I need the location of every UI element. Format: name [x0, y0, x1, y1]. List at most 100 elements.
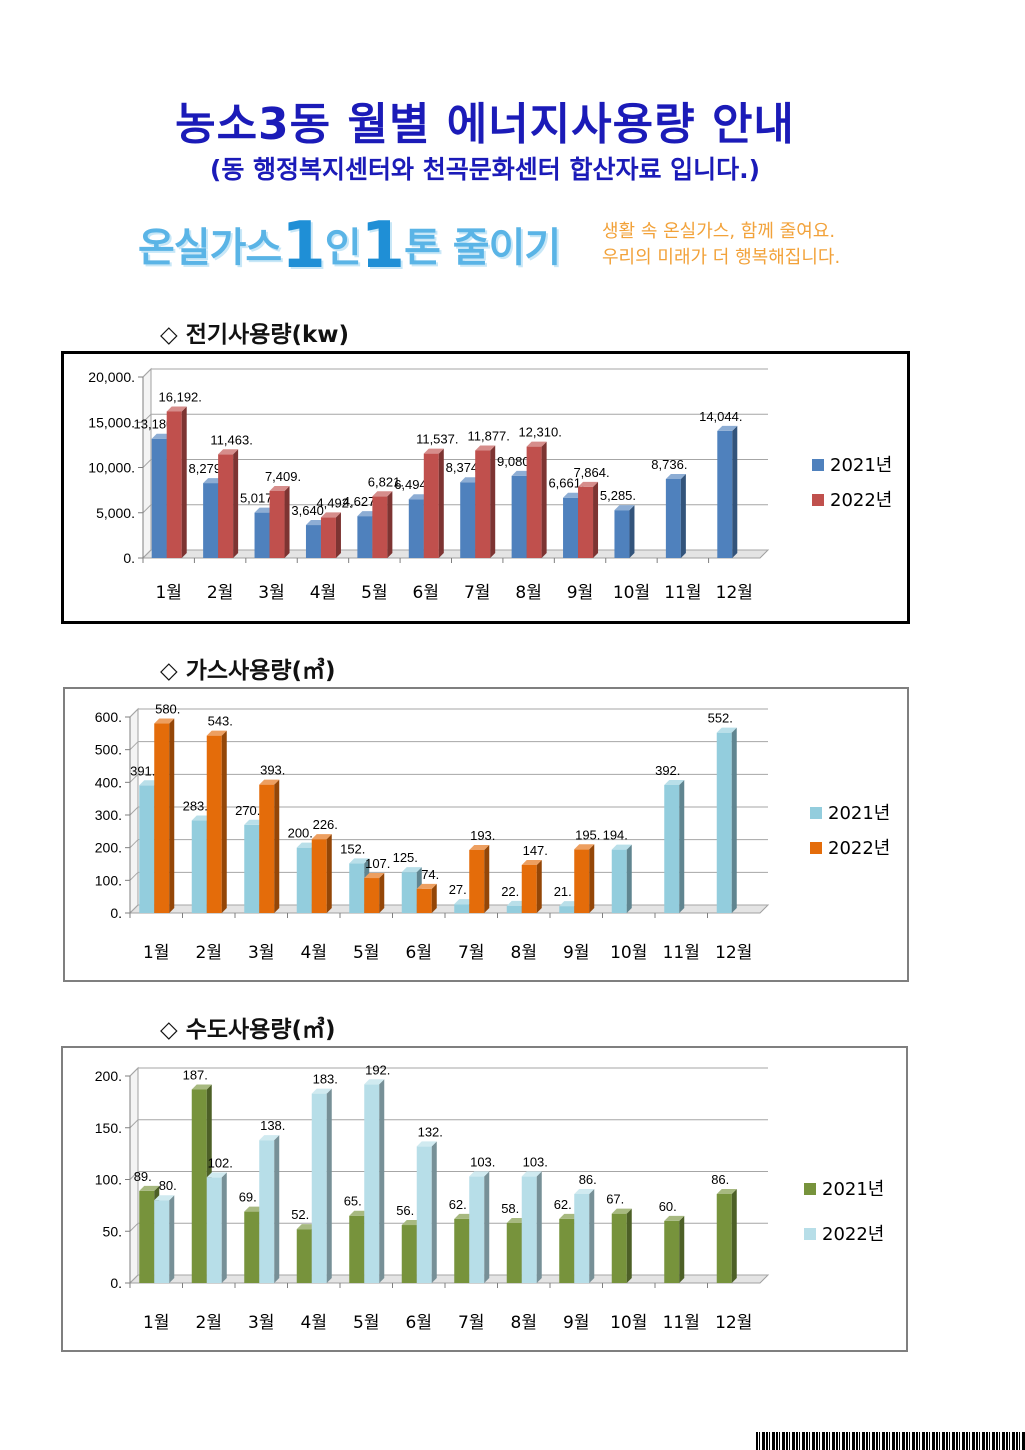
bar-top — [574, 844, 595, 850]
bar-top — [521, 859, 542, 865]
x-tick-label: 6월 — [406, 1313, 432, 1333]
bar-front — [151, 438, 167, 558]
banner-logo: 온실가스1인1톤 줄이기 — [138, 209, 561, 283]
data-label: 62. — [449, 1197, 467, 1212]
bar-front — [511, 475, 527, 558]
data-label: 103. — [470, 1154, 495, 1169]
x-tick-label: 12월 — [716, 583, 753, 603]
x-tick-label: 9월 — [563, 1313, 589, 1333]
bar — [664, 1215, 685, 1283]
x-tick-label: 10월 — [610, 943, 647, 963]
bar-front — [416, 888, 432, 913]
data-label: 8,736. — [651, 457, 687, 472]
bar-side — [626, 844, 632, 913]
bar-side — [490, 445, 496, 558]
data-label: 187. — [183, 1067, 208, 1082]
bar-top — [259, 779, 280, 785]
legend-label: 2021년 — [822, 1179, 884, 1200]
data-label: 194. — [603, 828, 628, 843]
gridline-depth — [142, 504, 152, 514]
legend-label: 2021년 — [830, 455, 892, 476]
bar-front — [206, 1177, 222, 1283]
bar-front — [506, 1222, 522, 1283]
bar-side — [589, 844, 595, 913]
bar-front — [191, 820, 207, 913]
x-tick-label: 1월 — [143, 1313, 169, 1333]
legend-swatch — [810, 807, 822, 819]
bar-front — [364, 1084, 380, 1283]
bar-front — [611, 849, 627, 913]
bar — [259, 779, 280, 913]
bar-front — [526, 446, 542, 558]
bar-side — [536, 1171, 542, 1283]
bar — [469, 1171, 490, 1283]
x-tick-label: 10월 — [610, 1313, 647, 1333]
data-label: 27. — [449, 882, 467, 897]
bar-front — [154, 1200, 170, 1283]
data-label: 391. — [130, 763, 155, 778]
bar-top — [191, 1084, 212, 1090]
data-label: 67. — [606, 1192, 624, 1207]
bar-top — [475, 445, 496, 451]
bar-front — [244, 824, 260, 913]
data-label: 195. — [575, 827, 600, 842]
data-label: 183. — [313, 1072, 338, 1087]
y-tick-label: 500. — [95, 742, 122, 758]
bar-top — [154, 718, 175, 724]
y-tick-label: 0. — [110, 905, 122, 921]
legend-swatch — [812, 494, 824, 506]
legend-label: 2022년 — [828, 838, 890, 859]
bar-front — [716, 732, 732, 913]
bar-front — [614, 510, 630, 558]
bar-front — [311, 839, 327, 913]
bar-front — [416, 1146, 432, 1283]
banner-logo-mid: 인 — [324, 225, 362, 271]
banner-slogan-line1: 생활 속 온실가스, 함께 줄여요. — [602, 221, 836, 242]
bar — [526, 441, 547, 558]
bar-top — [206, 730, 227, 736]
y-tick-label: 200. — [95, 1068, 122, 1084]
bar — [154, 1195, 175, 1283]
y-tick-label: 400. — [95, 774, 122, 790]
bar — [521, 859, 542, 913]
x-tick-label: 11월 — [664, 583, 701, 603]
bar — [574, 1188, 595, 1283]
bar-top — [269, 485, 290, 491]
bar-side — [626, 1208, 632, 1283]
bar — [259, 1135, 280, 1283]
bar — [521, 1171, 542, 1283]
bar-top — [469, 844, 490, 850]
water-chart: 0. 50. 100. 150. 200. 1월 89. 80. 2월 187. 102. 3월 69.… — [61, 1046, 908, 1352]
bar-top — [139, 1185, 160, 1191]
bar-side — [379, 1079, 385, 1283]
data-label: 200. — [288, 826, 313, 841]
bar-front — [296, 847, 312, 913]
bar-front — [254, 512, 270, 558]
x-tick-label: 3월 — [258, 583, 284, 603]
x-tick-label: 11월 — [663, 943, 700, 963]
bar-front — [244, 1211, 260, 1283]
x-tick-label: 5월 — [353, 943, 379, 963]
bar — [423, 448, 444, 558]
bar-top — [611, 1208, 632, 1214]
data-label: 6,661. — [548, 476, 584, 491]
bar-top — [206, 1172, 227, 1178]
bar — [364, 1079, 385, 1283]
data-label: 21. — [554, 884, 572, 899]
data-label: 580. — [155, 702, 180, 717]
gridline-depth — [129, 708, 139, 718]
bar-side — [274, 779, 280, 913]
bar-front — [611, 1213, 627, 1283]
banner-logo-one-a: 1 — [281, 209, 326, 283]
bar — [154, 718, 175, 913]
gridline-depth — [129, 1067, 139, 1077]
bar — [311, 1088, 332, 1283]
x-tick-label: 11월 — [663, 1313, 700, 1333]
water-section-title: ◇ 수도사용량(㎥) — [160, 1017, 336, 1043]
gridline-depth — [129, 839, 139, 849]
bar-top — [372, 491, 393, 497]
bar — [372, 491, 393, 558]
page-title: 농소3동 월별 에너지사용량 안내 — [175, 99, 795, 150]
data-label: 6,821. — [368, 474, 404, 489]
bar — [311, 834, 332, 913]
